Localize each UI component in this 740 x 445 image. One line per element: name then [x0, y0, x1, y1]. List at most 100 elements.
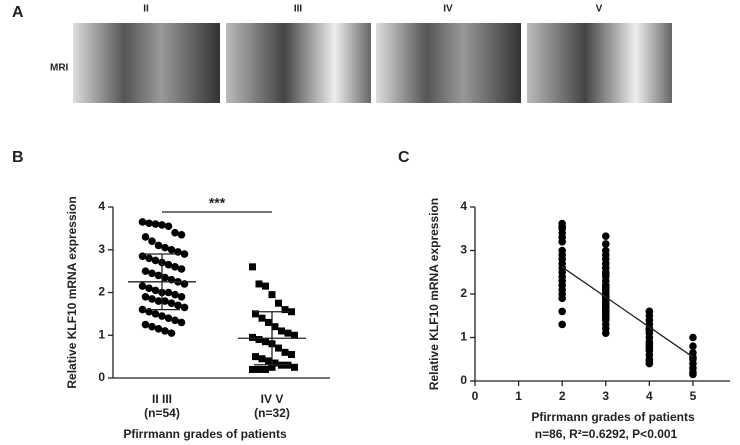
grade-label: II [143, 4, 149, 15]
point [645, 325, 654, 333]
point [161, 297, 169, 305]
mri-image [73, 23, 220, 103]
point [262, 365, 269, 373]
point [161, 327, 169, 335]
point [268, 363, 276, 371]
point [167, 299, 176, 307]
point [145, 254, 153, 263]
point [145, 284, 153, 293]
point [148, 322, 156, 331]
point [558, 294, 566, 303]
y-tick-label: 2 [460, 286, 467, 300]
y-tick-label: 4 [460, 199, 467, 213]
point [255, 365, 263, 373]
x-tick-label: IV V [261, 392, 284, 406]
point [171, 228, 179, 237]
point [180, 250, 189, 258]
y-tick-label: 2 [98, 285, 105, 299]
point [645, 359, 654, 368]
point [645, 307, 654, 316]
point [177, 318, 186, 327]
point [281, 348, 289, 356]
point [151, 220, 160, 228]
panel-label: C [398, 149, 410, 166]
point [601, 264, 610, 272]
y-axis-label: Relative KLF10 mRNA expression [427, 198, 441, 390]
point [558, 320, 566, 329]
y-tick-label: 1 [98, 327, 105, 341]
point [265, 318, 272, 326]
point [154, 241, 163, 250]
mri-image [376, 23, 521, 103]
point [171, 290, 179, 299]
point [291, 331, 298, 339]
point [288, 308, 295, 316]
point [154, 271, 163, 280]
point [271, 359, 279, 367]
point [141, 267, 150, 275]
x-tick-label: 2 [559, 389, 566, 403]
annotation: n=86, R²=0.6292, P<0.001 [535, 427, 678, 441]
point [141, 320, 150, 329]
point [252, 310, 259, 318]
fit-line [561, 266, 694, 358]
x-tick-label: II III [152, 392, 172, 406]
grade-label: III [294, 4, 303, 15]
y-tick-label: 1 [460, 330, 467, 344]
x-axis-label: Pfirrmann grades of patients [531, 410, 695, 424]
point [164, 260, 173, 269]
point [601, 232, 610, 240]
point [284, 329, 292, 337]
point [275, 299, 282, 307]
point [271, 323, 279, 331]
point [278, 327, 285, 335]
point [138, 282, 147, 290]
y-tick-label: 0 [98, 370, 105, 384]
point [174, 301, 182, 310]
x-tick-note: (n=54) [144, 406, 180, 420]
point [262, 338, 269, 346]
point [252, 353, 259, 361]
point [138, 218, 147, 226]
point [288, 350, 295, 358]
point [158, 312, 166, 320]
mri-image [527, 23, 672, 103]
point [148, 269, 156, 278]
point [601, 329, 610, 337]
panel-label: B [12, 149, 24, 166]
panel-label: A [12, 4, 24, 21]
point [154, 325, 163, 333]
point [151, 286, 160, 295]
point [645, 316, 654, 324]
point [138, 305, 147, 314]
point [177, 230, 186, 239]
point [558, 238, 566, 246]
point [148, 295, 156, 303]
point [275, 344, 282, 352]
point [167, 245, 176, 254]
point [161, 243, 169, 252]
row-label: MRI [50, 63, 69, 74]
point [148, 237, 156, 245]
point [255, 280, 263, 288]
point [141, 233, 150, 241]
mri-image [226, 23, 371, 103]
point [249, 263, 256, 271]
x-tick-label: 5 [690, 389, 697, 403]
point [249, 333, 256, 341]
point [164, 288, 173, 297]
x-tick-label: 0 [472, 389, 479, 403]
point [171, 316, 179, 325]
point [258, 314, 266, 322]
point [164, 222, 173, 231]
point [180, 303, 189, 312]
y-axis-label: Relative KLF10 mRNA expression [65, 196, 79, 388]
x-tick-label: 3 [602, 389, 609, 403]
point [177, 292, 186, 301]
x-tick-note: (n=32) [254, 406, 290, 420]
point [268, 291, 276, 299]
point [255, 336, 263, 344]
point [151, 256, 160, 265]
y-tick-label: 4 [98, 199, 105, 213]
